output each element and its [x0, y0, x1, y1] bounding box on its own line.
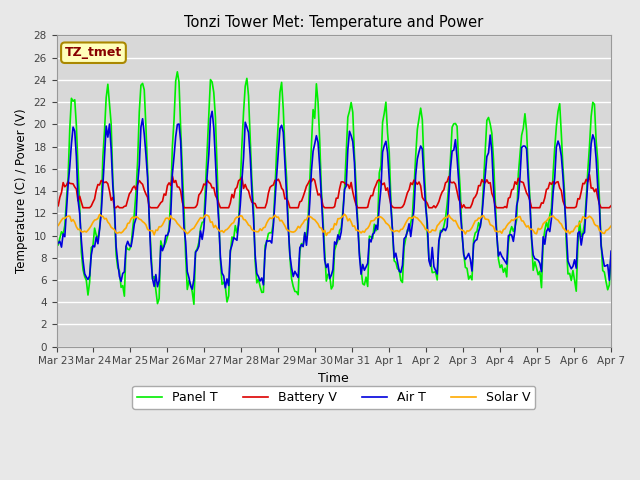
X-axis label: Time: Time — [318, 372, 349, 385]
Y-axis label: Temperature (C) / Power (V): Temperature (C) / Power (V) — [15, 109, 28, 273]
Air T — [509, 239, 517, 244]
Solar V — [323, 233, 330, 239]
Solar V — [509, 217, 517, 223]
Air T — [367, 239, 375, 245]
Air T — [188, 286, 196, 292]
Air T — [175, 121, 183, 127]
Panel T — [367, 234, 375, 240]
Line: Battery V: Battery V — [56, 175, 611, 208]
Air T — [607, 248, 615, 254]
Solar V — [340, 211, 348, 217]
Solar V — [607, 223, 615, 229]
Panel T — [60, 231, 67, 237]
Battery V — [508, 187, 516, 193]
Solar V — [52, 223, 60, 229]
Solar V — [175, 222, 183, 228]
Panel T — [52, 234, 60, 240]
Battery V — [60, 180, 67, 185]
Battery V — [52, 203, 60, 208]
Panel T — [173, 69, 181, 75]
Solar V — [60, 215, 67, 221]
Air T — [516, 175, 524, 180]
Air T — [208, 108, 216, 114]
Battery V — [365, 197, 373, 203]
Battery V — [607, 203, 615, 209]
Panel T — [177, 125, 184, 131]
Solar V — [367, 218, 375, 224]
Text: TZ_tmet: TZ_tmet — [65, 46, 122, 59]
Line: Solar V: Solar V — [56, 214, 611, 236]
Panel T — [607, 252, 615, 258]
Panel T — [190, 301, 198, 307]
Panel T — [516, 152, 524, 157]
Title: Tonzi Tower Met: Temperature and Power: Tonzi Tower Met: Temperature and Power — [184, 15, 483, 30]
Line: Air T: Air T — [56, 111, 611, 289]
Air T — [52, 242, 60, 248]
Battery V — [220, 205, 228, 211]
Panel T — [221, 284, 229, 290]
Battery V — [586, 172, 593, 178]
Battery V — [79, 205, 87, 211]
Panel T — [509, 228, 517, 234]
Air T — [221, 285, 229, 291]
Air T — [60, 231, 67, 237]
Line: Panel T: Panel T — [56, 72, 611, 304]
Battery V — [177, 188, 184, 194]
Legend: Panel T, Battery V, Air T, Solar V: Panel T, Battery V, Air T, Solar V — [132, 386, 535, 409]
Solar V — [218, 228, 226, 234]
Battery V — [515, 176, 522, 181]
Solar V — [516, 214, 524, 219]
